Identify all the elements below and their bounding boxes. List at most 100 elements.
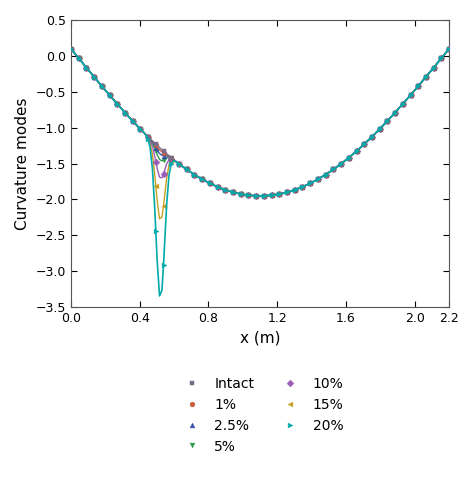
10% — [253, 193, 259, 199]
15% — [238, 191, 244, 197]
20% — [122, 109, 128, 115]
Intact — [276, 191, 282, 197]
15% — [83, 65, 89, 70]
2.5% — [230, 189, 236, 195]
2.5% — [384, 118, 390, 124]
5% — [447, 46, 452, 52]
Intact — [191, 172, 197, 177]
20% — [261, 193, 267, 199]
10% — [91, 74, 97, 80]
Intact — [330, 167, 336, 173]
Intact — [215, 184, 220, 190]
10% — [68, 46, 74, 52]
5% — [261, 193, 267, 199]
Intact — [315, 176, 321, 182]
Intact — [207, 180, 213, 186]
Y-axis label: Curvature modes: Curvature modes — [15, 97, 30, 230]
15% — [377, 126, 383, 132]
2.5% — [145, 134, 151, 140]
Intact — [384, 118, 390, 124]
5% — [83, 65, 89, 70]
10% — [261, 193, 267, 199]
15% — [438, 55, 444, 61]
15% — [246, 192, 251, 198]
10% — [361, 141, 367, 147]
5% — [423, 74, 429, 80]
Intact — [91, 74, 97, 80]
10% — [307, 180, 313, 186]
15% — [122, 109, 128, 115]
10% — [276, 191, 282, 197]
10% — [83, 65, 89, 70]
5% — [215, 184, 220, 190]
1% — [431, 65, 437, 70]
20% — [199, 176, 205, 182]
20% — [161, 262, 166, 268]
10% — [99, 83, 105, 89]
Intact — [176, 161, 182, 167]
10% — [369, 134, 375, 140]
Intact — [338, 161, 344, 167]
5% — [408, 92, 413, 98]
20% — [276, 191, 282, 197]
1% — [423, 74, 429, 80]
5% — [114, 101, 120, 107]
Intact — [431, 65, 437, 70]
1% — [284, 189, 290, 195]
2.5% — [161, 153, 166, 159]
Line: 15%: 15% — [68, 46, 452, 208]
1% — [338, 161, 344, 167]
1% — [137, 126, 143, 132]
1% — [168, 155, 174, 161]
10% — [184, 167, 190, 173]
2.5% — [153, 144, 159, 150]
20% — [99, 83, 105, 89]
Line: 1%: 1% — [68, 46, 452, 198]
10% — [408, 92, 413, 98]
2.5% — [137, 126, 143, 132]
1% — [447, 46, 452, 52]
5% — [153, 148, 159, 154]
15% — [145, 135, 151, 141]
1% — [408, 92, 413, 98]
5% — [269, 192, 274, 198]
1% — [269, 192, 274, 198]
2.5% — [400, 101, 406, 107]
2.5% — [438, 55, 444, 61]
2.5% — [315, 176, 321, 182]
10% — [269, 192, 274, 198]
20% — [330, 167, 336, 173]
20% — [168, 161, 174, 167]
2.5% — [215, 184, 220, 190]
10% — [238, 191, 244, 197]
1% — [292, 187, 298, 193]
2.5% — [392, 109, 398, 115]
20% — [91, 74, 97, 80]
10% — [199, 176, 205, 182]
15% — [338, 161, 344, 167]
15% — [307, 180, 313, 186]
Intact — [354, 148, 359, 154]
10% — [215, 184, 220, 190]
5% — [400, 101, 406, 107]
1% — [415, 83, 421, 89]
15% — [207, 180, 213, 186]
20% — [292, 187, 298, 193]
10% — [377, 126, 383, 132]
15% — [99, 83, 105, 89]
20% — [238, 191, 244, 197]
1% — [199, 176, 205, 182]
15% — [346, 155, 352, 161]
15% — [323, 172, 328, 177]
Intact — [253, 193, 259, 199]
1% — [253, 193, 259, 199]
15% — [408, 92, 413, 98]
Intact — [114, 101, 120, 107]
5% — [438, 55, 444, 61]
10% — [130, 118, 136, 124]
5% — [300, 184, 305, 190]
10% — [392, 109, 398, 115]
1% — [361, 141, 367, 147]
Intact — [261, 193, 267, 199]
5% — [168, 155, 174, 161]
